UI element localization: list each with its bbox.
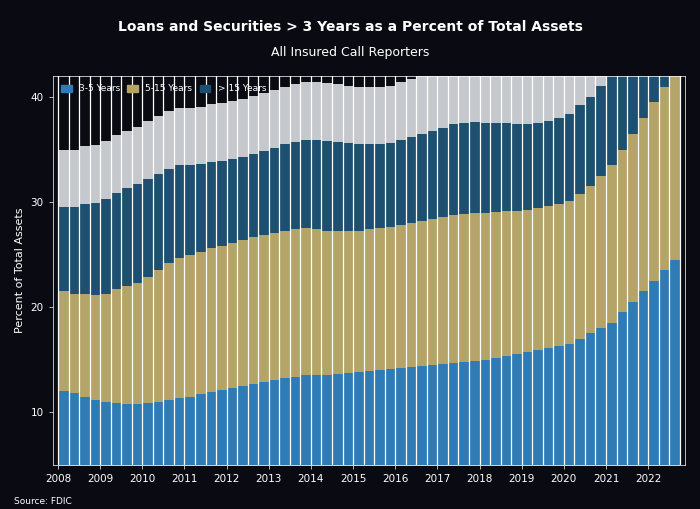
Text: All Insured Call Reporters: All Insured Call Reporters: [271, 46, 429, 59]
Text: Loans and Securities > 3 Years as a Percent of Total Assets: Loans and Securities > 3 Years as a Perc…: [118, 20, 582, 35]
Y-axis label: Percent of Total Assets: Percent of Total Assets: [15, 208, 25, 333]
Legend: 3-5 Years, 5-15 Years, > 15 Years: 3-5 Years, 5-15 Years, > 15 Years: [57, 80, 270, 97]
Text: Source: FDIC: Source: FDIC: [14, 497, 71, 506]
